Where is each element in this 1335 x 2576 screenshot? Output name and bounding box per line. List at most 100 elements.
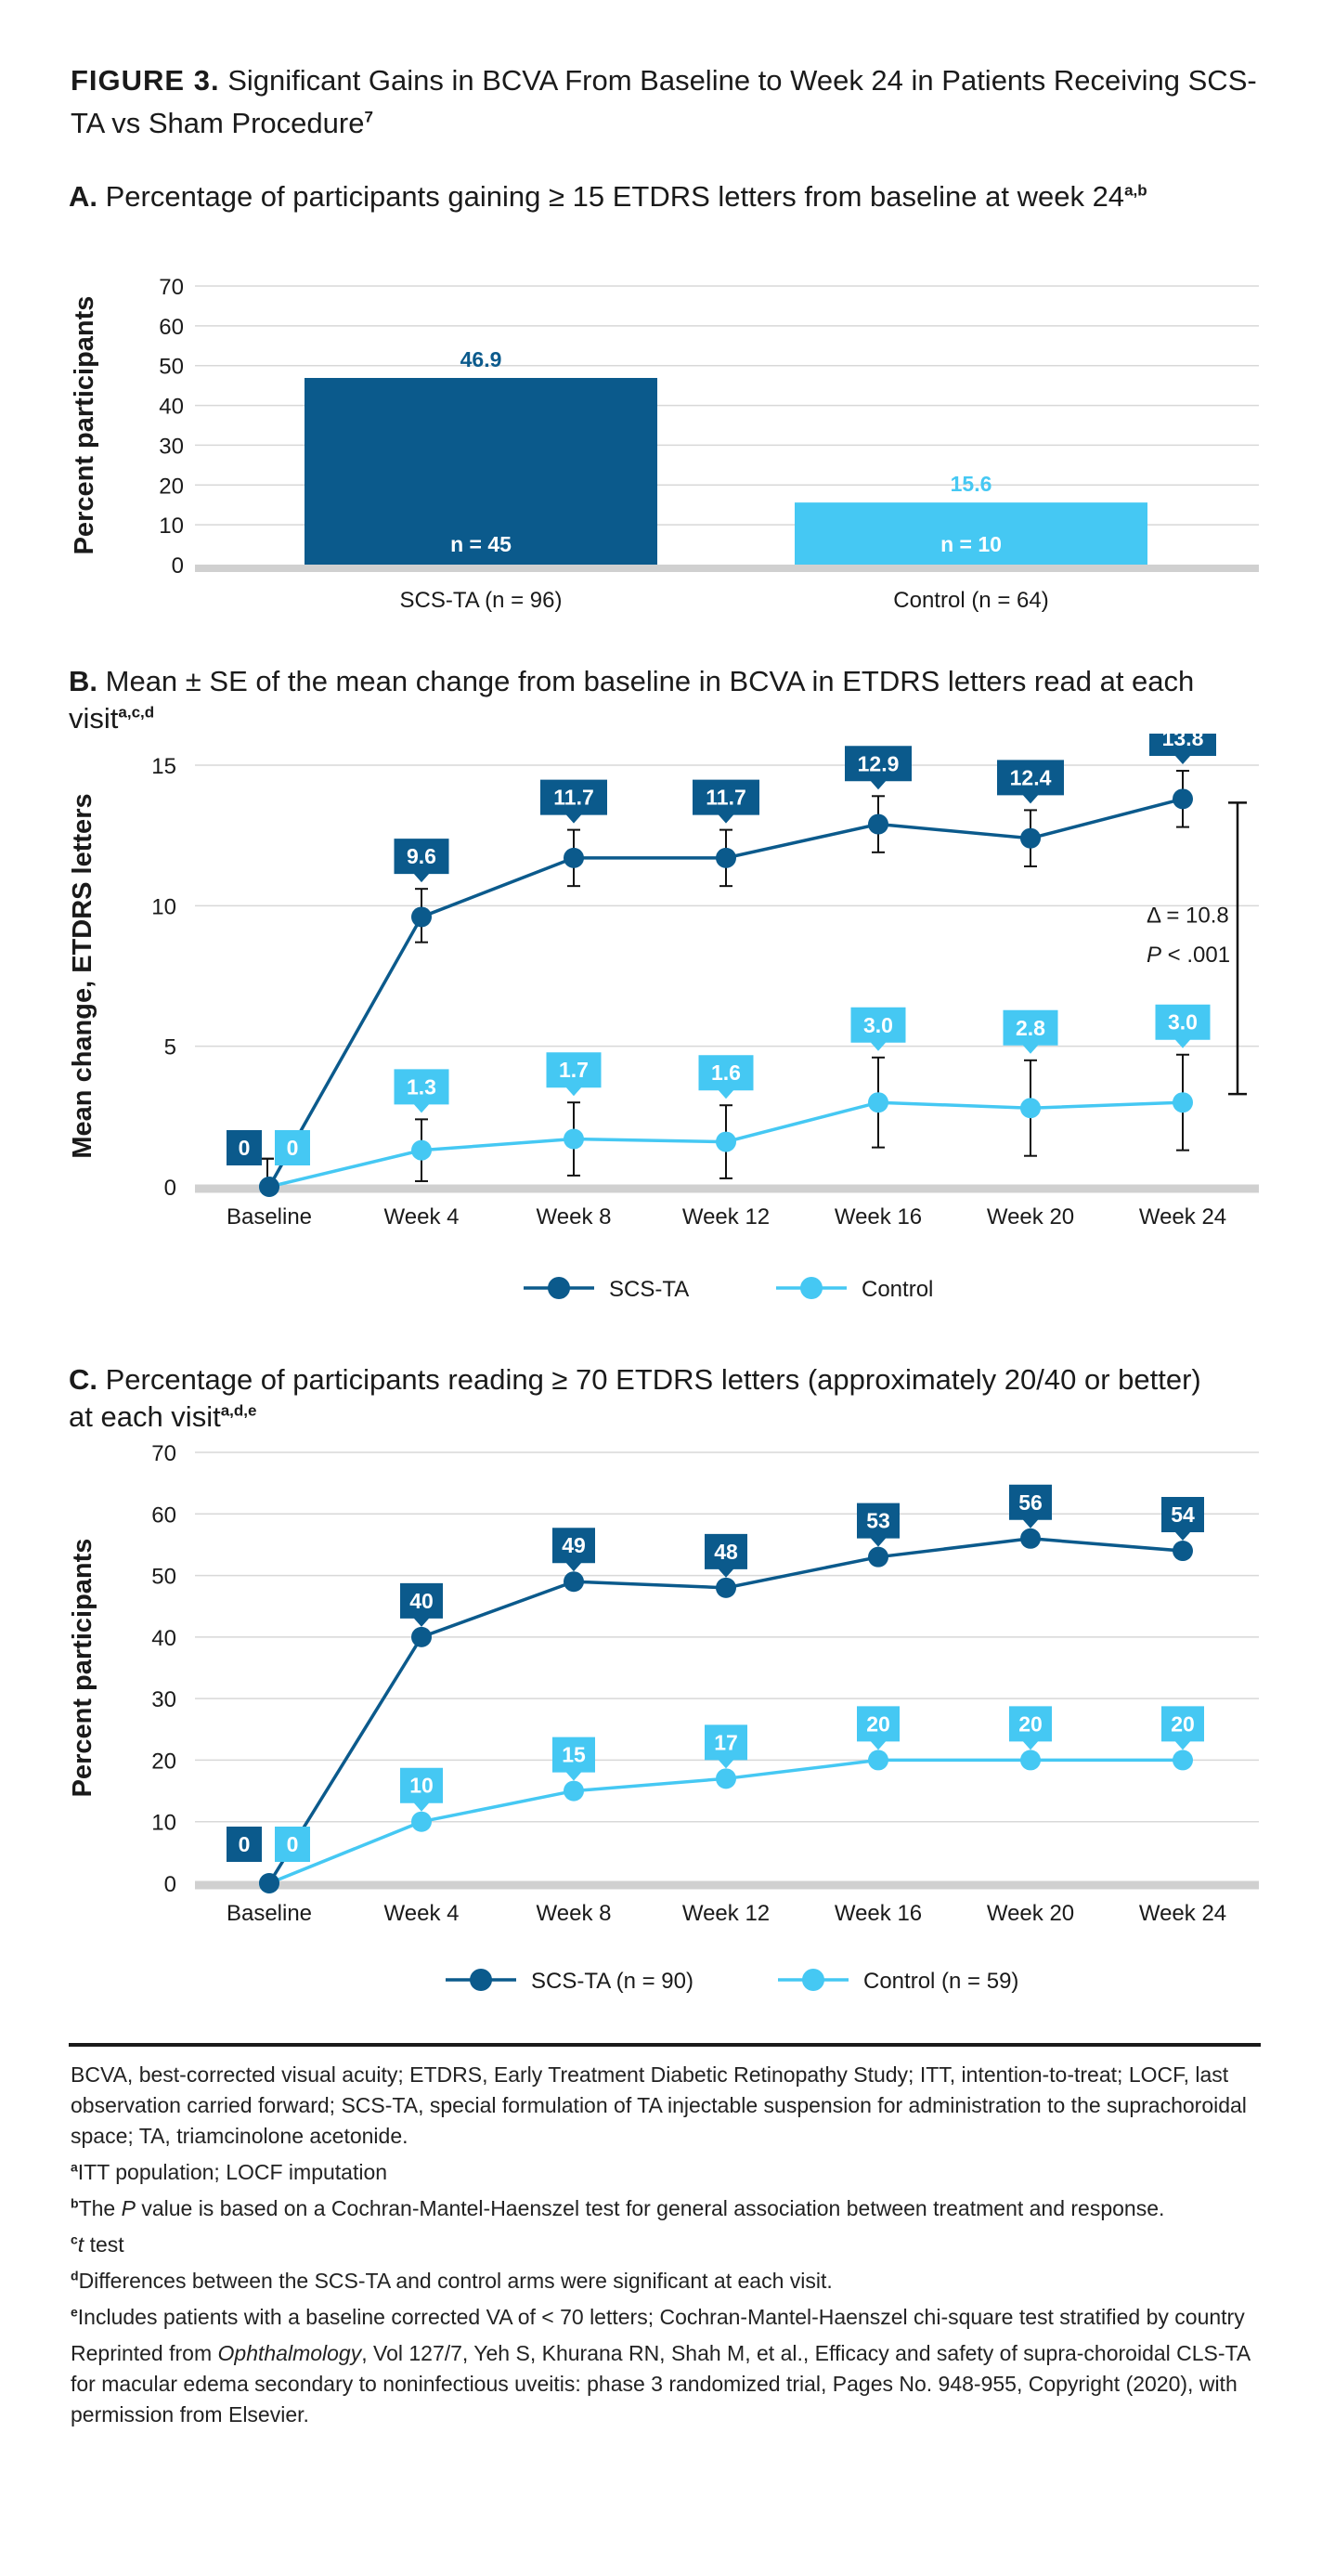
- data-label: 49: [552, 1528, 595, 1572]
- data-label-text: 3.0: [1168, 1010, 1198, 1034]
- legend-marker: [470, 1969, 492, 1991]
- figure-title-text: Significant Gains in BCVA From Baseline …: [71, 64, 1257, 139]
- data-label-text: 1.3: [407, 1074, 436, 1099]
- data-label-text: 0: [287, 1832, 299, 1856]
- data-label: 40: [400, 1582, 443, 1627]
- data-point-scs-ta: [1020, 827, 1041, 849]
- data-label-box: [705, 1533, 747, 1578]
- legend-marker: [548, 1277, 570, 1299]
- data-label-box: [845, 746, 912, 790]
- data-label: 12.9: [845, 746, 912, 790]
- y-tick-a: 50: [159, 355, 184, 380]
- panel-a-label: A.: [69, 180, 97, 213]
- data-label-box: [227, 1130, 262, 1165]
- data-label: 17: [705, 1724, 747, 1769]
- data-label-box: [705, 1724, 747, 1769]
- x-tick-a: Control (n = 64): [893, 588, 1048, 613]
- data-label-box: [1161, 1706, 1204, 1750]
- y-tick-a: 0: [172, 553, 184, 579]
- footnote-d: dDifferences between the SCS-TA and cont…: [71, 2268, 833, 2293]
- x-tick: Week 8: [537, 1901, 612, 1926]
- panel-b-label: B.: [69, 665, 97, 697]
- reprint-credit: Reprinted from Ophthalmology, Vol 127/7,…: [71, 2341, 1250, 2426]
- data-label-text: 13.8: [1162, 734, 1204, 750]
- panel-c-label: C.: [69, 1363, 97, 1396]
- bar-n-label: n = 45: [450, 532, 512, 556]
- data-label: 10: [400, 1767, 443, 1812]
- data-label: 11.7: [540, 779, 607, 824]
- data-point-control: [716, 1768, 736, 1789]
- data-label-box: [850, 1007, 906, 1051]
- data-label-box: [698, 1055, 754, 1099]
- y-tick: 0: [164, 1176, 176, 1201]
- data-point-control: [411, 1811, 432, 1832]
- data-label-text: 49: [562, 1533, 586, 1557]
- data-label-text: 11.7: [706, 786, 746, 810]
- data-label-box: [1009, 1484, 1052, 1529]
- data-label-text: 1.7: [559, 1058, 589, 1082]
- footnote-abbreviations: BCVA, best-corrected visual acuity; ETDR…: [71, 2062, 1247, 2148]
- data-label: 20: [857, 1706, 900, 1750]
- data-point-scs-ta: [716, 1577, 736, 1598]
- figure-title-ref: 7: [364, 108, 373, 126]
- data-label-text: 20: [1018, 1711, 1043, 1736]
- data-label: 13.8: [1149, 734, 1216, 765]
- data-label-box: [394, 1069, 449, 1113]
- y-tick: 10: [151, 894, 176, 919]
- x-tick: Week 16: [835, 1204, 922, 1229]
- data-label: 11.7: [693, 779, 759, 824]
- data-label: 0: [275, 1130, 310, 1165]
- x-tick: Week 24: [1139, 1901, 1226, 1926]
- data-label-text: 0: [239, 1832, 251, 1856]
- data-label: 1.6: [698, 1055, 754, 1099]
- x-tick: Week 24: [1139, 1204, 1226, 1229]
- data-label-box: [997, 760, 1064, 804]
- data-label-text: 3.0: [863, 1013, 893, 1037]
- data-label-text: 56: [1018, 1490, 1043, 1515]
- data-point-control: [411, 1139, 432, 1161]
- data-label-box: [394, 839, 449, 883]
- data-point-scs-ta: [1173, 788, 1193, 810]
- data-label: 54: [1161, 1497, 1204, 1542]
- data-label-box: [552, 1737, 595, 1781]
- footnote-e: eIncludes patients with a baseline corre…: [71, 2304, 1245, 2329]
- y-axis-label: Mean change, ETDRS letters: [68, 793, 97, 1158]
- x-tick: Week 12: [682, 1901, 770, 1926]
- data-label-box: [227, 1827, 262, 1862]
- data-point-control: [564, 1128, 584, 1150]
- data-point-scs-ta: [411, 906, 432, 928]
- data-label-box: [1149, 734, 1216, 765]
- data-point-control: [868, 1092, 888, 1113]
- data-label-text: 53: [866, 1509, 890, 1533]
- y-tick: 5: [164, 1035, 176, 1060]
- data-label: 12.4: [997, 760, 1064, 804]
- data-label: 0: [227, 1130, 262, 1165]
- y-tick-a: 40: [159, 395, 184, 420]
- data-label-text: 2.8: [1016, 1016, 1045, 1040]
- bar-scs-ta: [305, 378, 657, 565]
- data-label-text: 10: [409, 1774, 434, 1798]
- data-label-box: [540, 779, 607, 824]
- bar-control: [795, 502, 1147, 565]
- data-label-text: 40: [409, 1589, 434, 1613]
- data-label-text: 0: [287, 1136, 299, 1160]
- data-label: 15: [552, 1737, 595, 1781]
- data-label-box: [400, 1582, 443, 1627]
- footnote-a: aITT population; LOCF imputation: [71, 2159, 388, 2184]
- data-label-box: [1155, 1004, 1211, 1048]
- data-label: 3.0: [1155, 1004, 1211, 1048]
- panel-c-ref: a,d,e: [220, 1401, 257, 1420]
- data-point-scs-ta: [259, 1177, 279, 1197]
- bar-n-label: n = 10: [940, 532, 1002, 556]
- data-label-box: [693, 779, 759, 824]
- data-label: 56: [1009, 1484, 1052, 1529]
- bar-value-label: 15.6: [951, 472, 992, 496]
- panel-b-ref: a,c,d: [118, 703, 155, 722]
- panel-c-title: Percentage of participants reading ≥ 70 …: [69, 1363, 1201, 1433]
- footnote-c: ct test: [71, 2231, 124, 2257]
- data-label-box: [1003, 1009, 1058, 1054]
- bar-value-label: 46.9: [460, 347, 502, 371]
- footnote-b: bThe P value is based on a Cochran-Mante…: [71, 2195, 1165, 2220]
- data-label-text: 12.9: [858, 751, 900, 775]
- x-tick: Week 12: [682, 1204, 770, 1229]
